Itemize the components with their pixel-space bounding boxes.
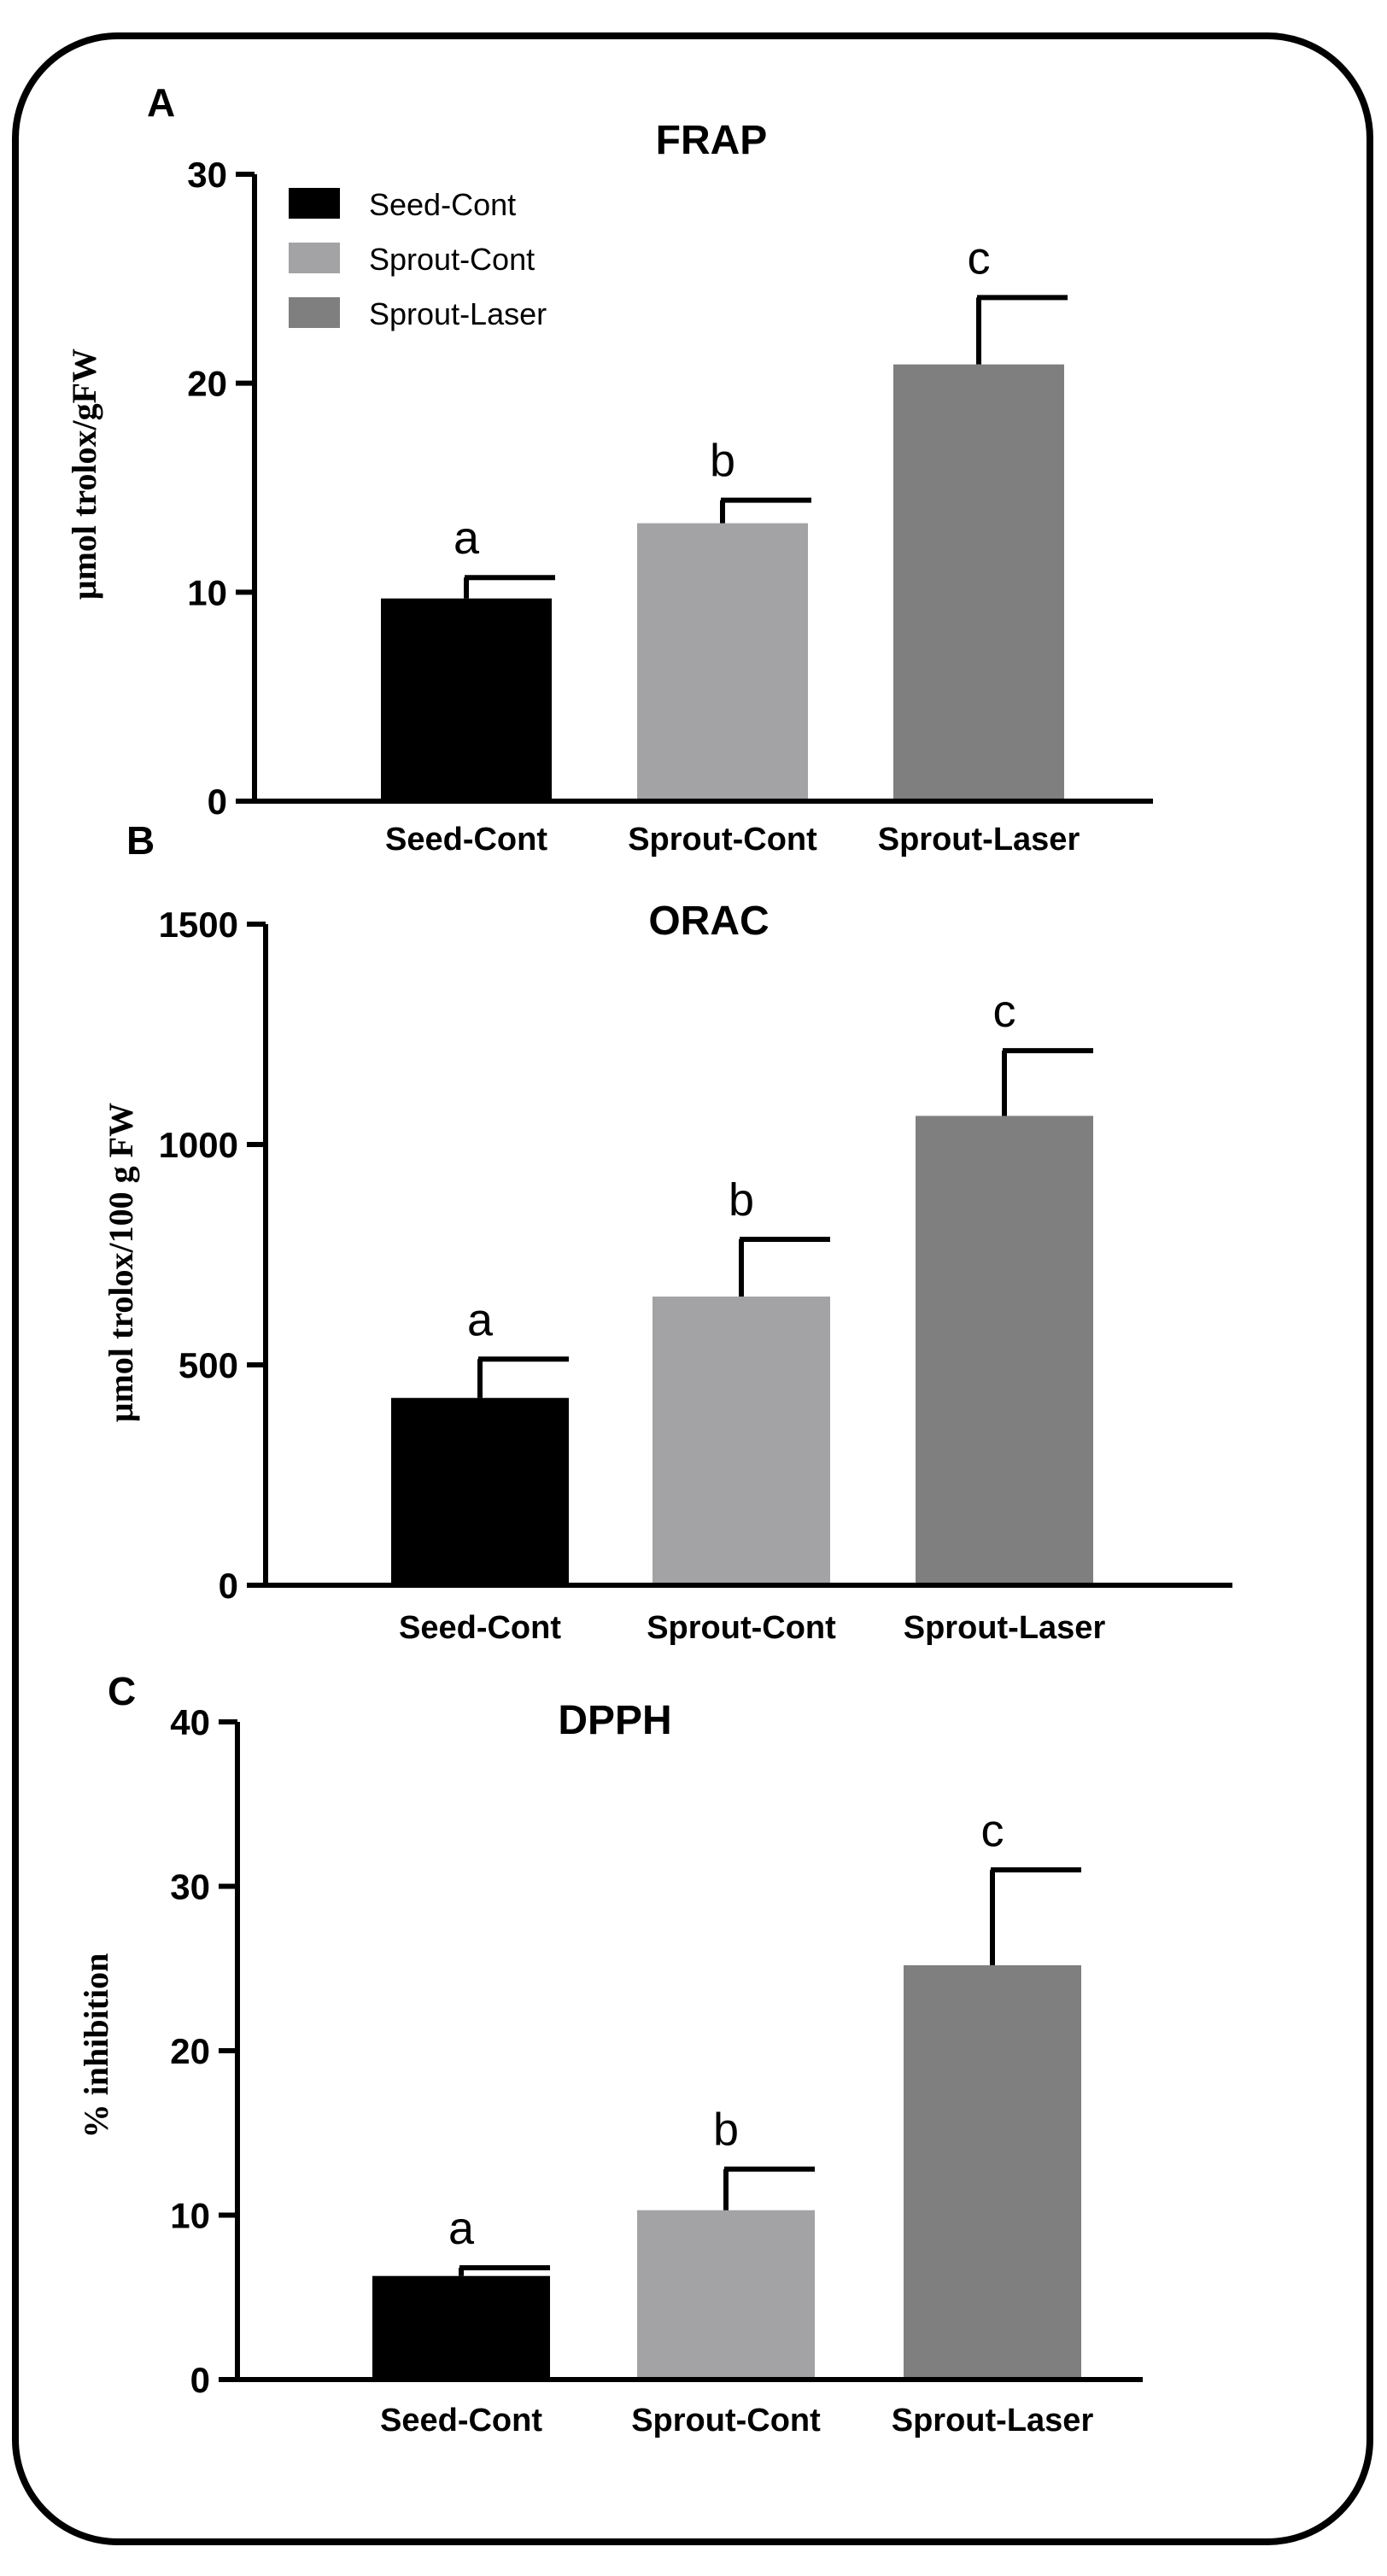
panel-c-x-labels: Seed-Cont Sprout-Cont Sprout-Laser — [380, 2403, 1093, 2438]
panel-b-title: ORAC — [648, 899, 769, 944]
panel-c-letter: C — [108, 1669, 136, 1713]
panel-a-y-ticks: 0 10 20 30 — [187, 155, 255, 822]
panel-a-y-tick-label: 30 — [187, 155, 227, 195]
panel-c-bar-sprout-laser — [904, 1964, 1081, 2380]
legend: Seed-Cont Sprout-Cont Sprout-Laser — [289, 187, 547, 331]
panel-a-letter: A — [147, 80, 175, 125]
panel-c-y-tick-label: 0 — [190, 2360, 210, 2400]
panel-c-bar-seed-cont — [372, 2275, 550, 2380]
panel-c-significance-sprout-laser: c — [981, 1805, 1004, 1856]
panel-b-significance-sprout-cont: b — [729, 1174, 754, 1226]
panel-c-bars — [372, 1867, 1081, 2380]
panel-a-x-label-seed-cont: Seed-Cont — [385, 822, 547, 858]
panel-c-y-tick-label: 10 — [170, 2196, 210, 2236]
panel-b-letter: B — [126, 818, 155, 863]
panel-b-y-tick-label: 500 — [178, 1345, 238, 1385]
panel-a: A FRAP μmol trolox/gFW 0 10 20 30 Seed-Cont… — [65, 80, 1153, 858]
panel-b-bar-sprout-laser — [916, 1115, 1093, 1585]
panel-c-bar-sprout-cont — [637, 2210, 815, 2380]
panel-b-bar-seed-cont — [391, 1397, 569, 1585]
panel-c-significance-letters: a b c — [448, 1805, 1004, 2254]
panel-a-x-labels: Seed-Cont Sprout-Cont Sprout-Laser — [385, 822, 1080, 858]
panel-c-y-tick-label: 40 — [170, 1702, 210, 1742]
panel-b-significance-sprout-laser: c — [993, 986, 1016, 1037]
legend-label-seed-cont: Seed-Cont — [369, 187, 516, 222]
legend-label-sprout-cont: Sprout-Cont — [369, 242, 535, 277]
panel-a-bars — [381, 295, 1068, 801]
panel-a-x-label-sprout-cont: Sprout-Cont — [628, 822, 817, 858]
panel-b-x-label-sprout-laser: Sprout-Laser — [904, 1610, 1106, 1646]
panel-b-bars — [391, 1048, 1093, 1585]
panel-b-y-tick-label: 0 — [219, 1566, 238, 1606]
panel-c-x-label-sprout-laser: Sprout-Laser — [892, 2403, 1094, 2438]
legend-label-sprout-laser: Sprout-Laser — [369, 296, 547, 331]
panel-c-y-tick-label: 20 — [170, 2031, 210, 2071]
panel-a-significance-seed-cont: a — [454, 512, 480, 564]
panel-a-bar-seed-cont — [381, 598, 552, 801]
figure-border — [12, 32, 1373, 2545]
panel-b-x-label-sprout-cont: Sprout-Cont — [647, 1610, 836, 1646]
panel-c-y-tick-label: 30 — [170, 1867, 210, 1907]
panel-a-y-tick-label: 10 — [187, 572, 227, 612]
panel-c-y-ticks: 0 10 20 30 40 — [170, 1702, 237, 2400]
panel-c-x-label-sprout-cont: Sprout-Cont — [631, 2403, 821, 2438]
panel-a-y-axis-label: μmol trolox/gFW — [65, 348, 103, 600]
legend-swatch-sprout-cont — [289, 243, 340, 273]
panel-a-x-label-sprout-laser: Sprout-Laser — [878, 822, 1080, 858]
panel-a-title: FRAP — [656, 118, 768, 163]
panel-a-y-tick-label: 20 — [187, 364, 227, 404]
panel-a-significance-letters: a b c — [454, 232, 991, 564]
legend-swatch-seed-cont — [289, 188, 340, 219]
panel-c-title: DPPH — [558, 1698, 671, 1743]
panel-b-bar-sprout-cont — [653, 1297, 830, 1585]
panel-a-bar-sprout-laser — [893, 364, 1064, 801]
panel-a-y-tick-label: 0 — [208, 782, 227, 822]
panel-b-y-tick-label: 1000 — [159, 1125, 238, 1165]
panel-b-y-ticks: 0 500 1000 1500 — [159, 905, 266, 1606]
panel-c-x-label-seed-cont: Seed-Cont — [380, 2403, 542, 2438]
panel-b-x-labels: Seed-Cont Sprout-Cont Sprout-Laser — [399, 1610, 1105, 1646]
panel-b-significance-seed-cont: a — [467, 1294, 494, 1345]
panel-c-significance-seed-cont: a — [448, 2203, 475, 2254]
panel-c-y-axis-label: % inhibition — [77, 1953, 115, 2139]
panel-b-y-tick-label: 1500 — [159, 905, 238, 945]
panel-b-significance-letters: a b c — [467, 986, 1016, 1345]
panel-b-y-axis-label: μmol trolox/100 g FW — [102, 1103, 140, 1422]
panel-b-x-label-seed-cont: Seed-Cont — [399, 1610, 561, 1646]
panel-a-bar-sprout-cont — [637, 523, 808, 801]
panel-b: B ORAC μmol trolox/100 g FW 0 500 1000 1500… — [102, 818, 1232, 1646]
legend-swatch-sprout-laser — [289, 297, 340, 328]
panel-a-significance-sprout-cont: b — [710, 436, 735, 487]
panel-c-significance-sprout-cont: b — [713, 2105, 739, 2156]
panel-a-significance-sprout-laser: c — [968, 232, 991, 284]
